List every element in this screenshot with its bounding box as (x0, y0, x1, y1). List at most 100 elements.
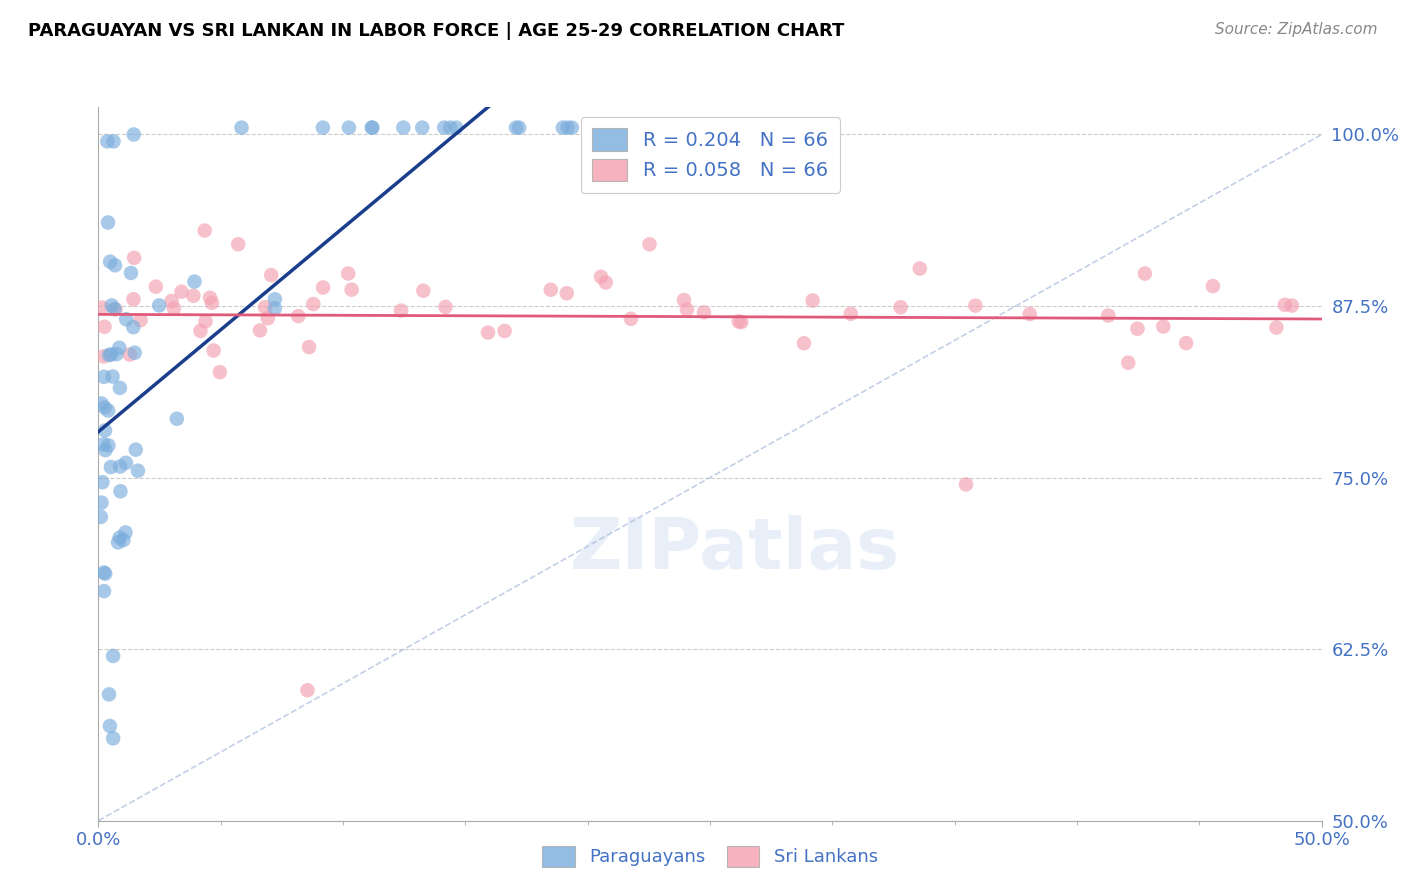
Point (231, 120, 253, 135)
Point (101, 731, 124, 746)
Point (97, 403, 120, 417)
Point (412, 284, 434, 298)
Point (100, 298, 122, 312)
Point (337, 267, 360, 281)
Point (1202, 279, 1225, 293)
Point (312, 280, 335, 294)
Point (93, 584, 115, 599)
Point (793, 336, 815, 351)
Point (360, 120, 382, 135)
Point (93, 437, 115, 451)
Point (434, 300, 457, 314)
Point (839, 307, 862, 321)
Point (163, 301, 186, 316)
Point (160, 293, 183, 308)
Point (118, 348, 141, 362)
Point (183, 289, 205, 303)
Point (1133, 267, 1156, 281)
Point (256, 311, 278, 326)
Text: Source: ZipAtlas.com: Source: ZipAtlas.com (1215, 22, 1378, 37)
Point (93, 401, 115, 415)
Legend: Paraguayans, Sri Lankans: Paraguayans, Sri Lankans (533, 837, 887, 876)
Point (337, 120, 360, 135)
Point (96, 134, 118, 148)
Point (287, 309, 309, 323)
Point (638, 237, 661, 252)
Point (439, 120, 461, 135)
Point (98, 719, 121, 733)
Point (108, 459, 131, 474)
Point (1175, 336, 1198, 351)
Point (249, 323, 271, 337)
Point (122, 128, 145, 142)
Point (145, 279, 167, 293)
Point (104, 302, 127, 317)
Point (101, 648, 124, 663)
Point (108, 531, 131, 545)
Point (1018, 307, 1040, 321)
Point (170, 285, 193, 299)
Point (93, 566, 115, 580)
Point (297, 683, 319, 698)
Point (201, 295, 224, 310)
Point (1126, 322, 1149, 336)
Point (302, 297, 325, 311)
Point (100, 460, 122, 475)
Point (965, 299, 987, 313)
Point (433, 120, 456, 135)
Point (103, 134, 125, 148)
Point (91, 475, 114, 490)
Point (505, 120, 527, 135)
Point (90, 509, 112, 524)
Point (98, 348, 121, 362)
Point (125, 442, 148, 457)
Text: ZIPatlas: ZIPatlas (569, 515, 900, 584)
Point (340, 283, 363, 297)
Point (114, 525, 136, 540)
Point (361, 120, 384, 135)
Point (551, 120, 574, 135)
Point (202, 343, 225, 358)
Point (730, 315, 752, 329)
Text: PARAGUAYAN VS SRI LANKAN IN LABOR FORCE | AGE 25-29 CORRELATION CHART: PARAGUAYAN VS SRI LANKAN IN LABOR FORCE … (28, 22, 845, 40)
Point (194, 314, 217, 328)
Point (693, 305, 716, 319)
Point (389, 303, 412, 318)
Point (1152, 319, 1174, 334)
Point (93, 319, 115, 334)
Point (110, 484, 132, 499)
Point (620, 311, 643, 326)
Point (166, 411, 188, 425)
Point (477, 326, 499, 340)
Point (494, 324, 516, 338)
Point (194, 223, 217, 237)
Point (108, 381, 131, 395)
Point (1265, 320, 1288, 334)
Point (90, 396, 112, 410)
Point (127, 464, 149, 478)
Point (97, 215, 120, 229)
Point (120, 266, 142, 280)
Point (115, 312, 138, 326)
Point (91, 301, 114, 315)
Point (557, 120, 579, 135)
Point (93, 350, 115, 364)
Point (801, 293, 824, 308)
Point (93, 369, 115, 384)
Point (90, 495, 112, 509)
Point (129, 313, 152, 327)
Point (94, 566, 117, 581)
Point (955, 477, 977, 491)
Point (1281, 299, 1303, 313)
Point (148, 298, 170, 312)
Point (122, 292, 145, 306)
Point (263, 301, 285, 316)
Point (595, 276, 617, 290)
Point (98, 254, 121, 268)
Point (183, 275, 205, 289)
Point (254, 300, 277, 314)
Point (94, 443, 117, 458)
Point (555, 286, 578, 301)
Point (94, 424, 117, 438)
Point (908, 261, 931, 276)
